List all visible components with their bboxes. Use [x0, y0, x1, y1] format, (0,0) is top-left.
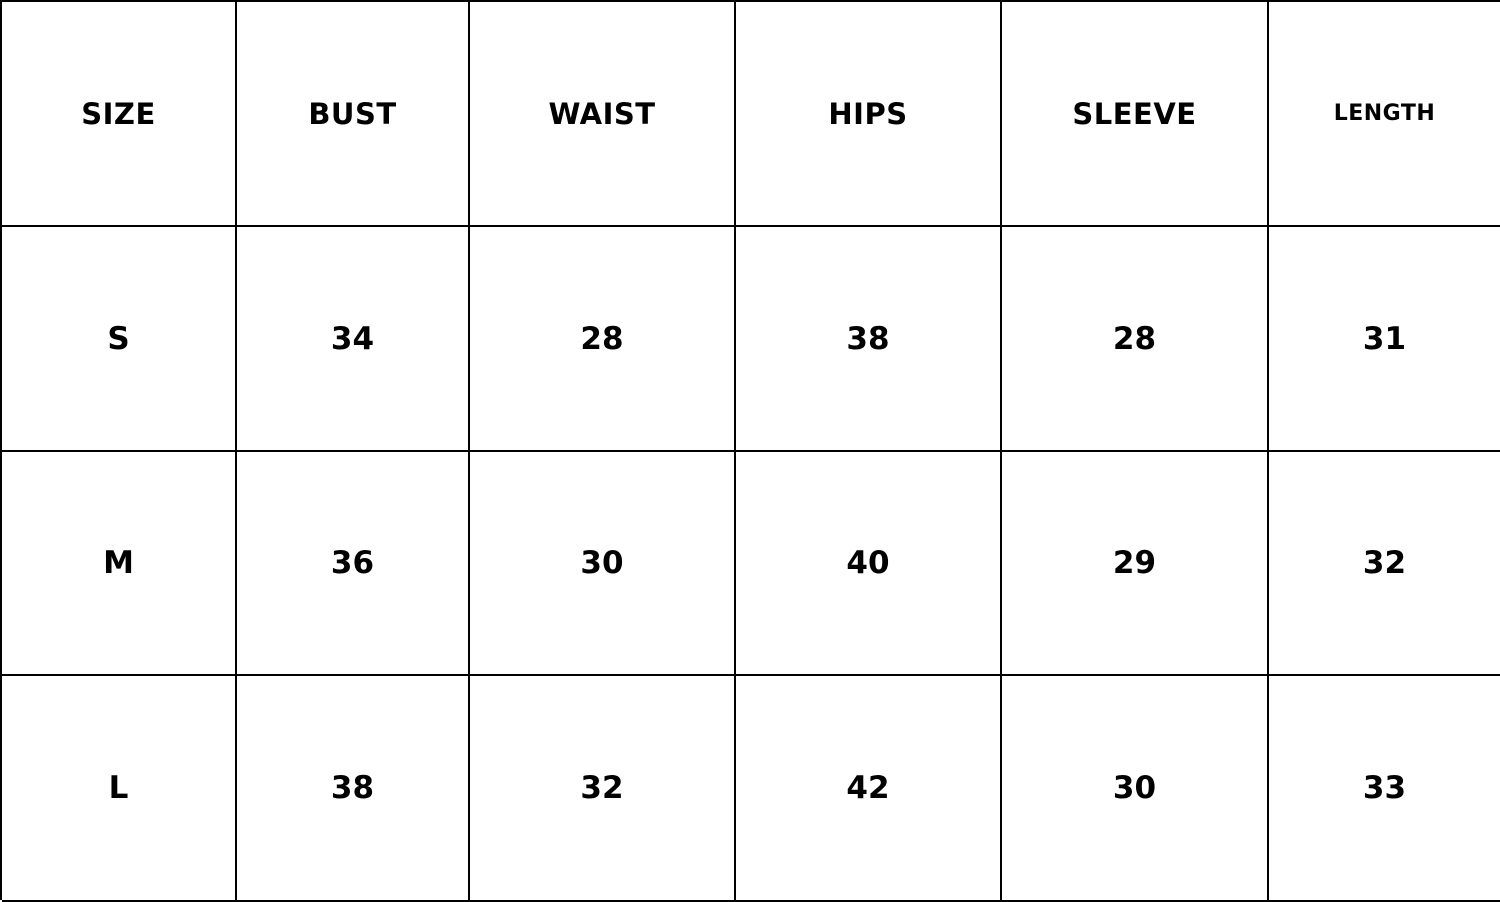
measurement-cell: 30: [470, 452, 736, 676]
measurement-cell: 31: [1269, 227, 1500, 452]
column-header-hips: HIPS: [736, 2, 1002, 227]
size-label-cell: L: [2, 676, 237, 902]
column-header-bust: BUST: [237, 2, 470, 227]
column-header-length: LENGTH: [1269, 2, 1500, 227]
measurement-cell: 34: [237, 227, 470, 452]
measurement-cell: 32: [470, 676, 736, 902]
measurement-cell: 40: [736, 452, 1002, 676]
column-header-size: SIZE: [2, 2, 237, 227]
measurement-cell: 33: [1269, 676, 1500, 902]
measurement-cell: 38: [736, 227, 1002, 452]
column-header-sleeve: SLEEVE: [1002, 2, 1269, 227]
measurement-cell: 42: [736, 676, 1002, 902]
size-label-cell: M: [2, 452, 237, 676]
measurement-cell: 28: [1002, 227, 1269, 452]
size-label-cell: S: [2, 227, 237, 452]
measurement-cell: 36: [237, 452, 470, 676]
column-header-waist: WAIST: [470, 2, 736, 227]
measurement-cell: 30: [1002, 676, 1269, 902]
measurement-cell: 29: [1002, 452, 1269, 676]
measurement-cell: 28: [470, 227, 736, 452]
measurement-cell: 38: [237, 676, 470, 902]
measurement-cell: 32: [1269, 452, 1500, 676]
